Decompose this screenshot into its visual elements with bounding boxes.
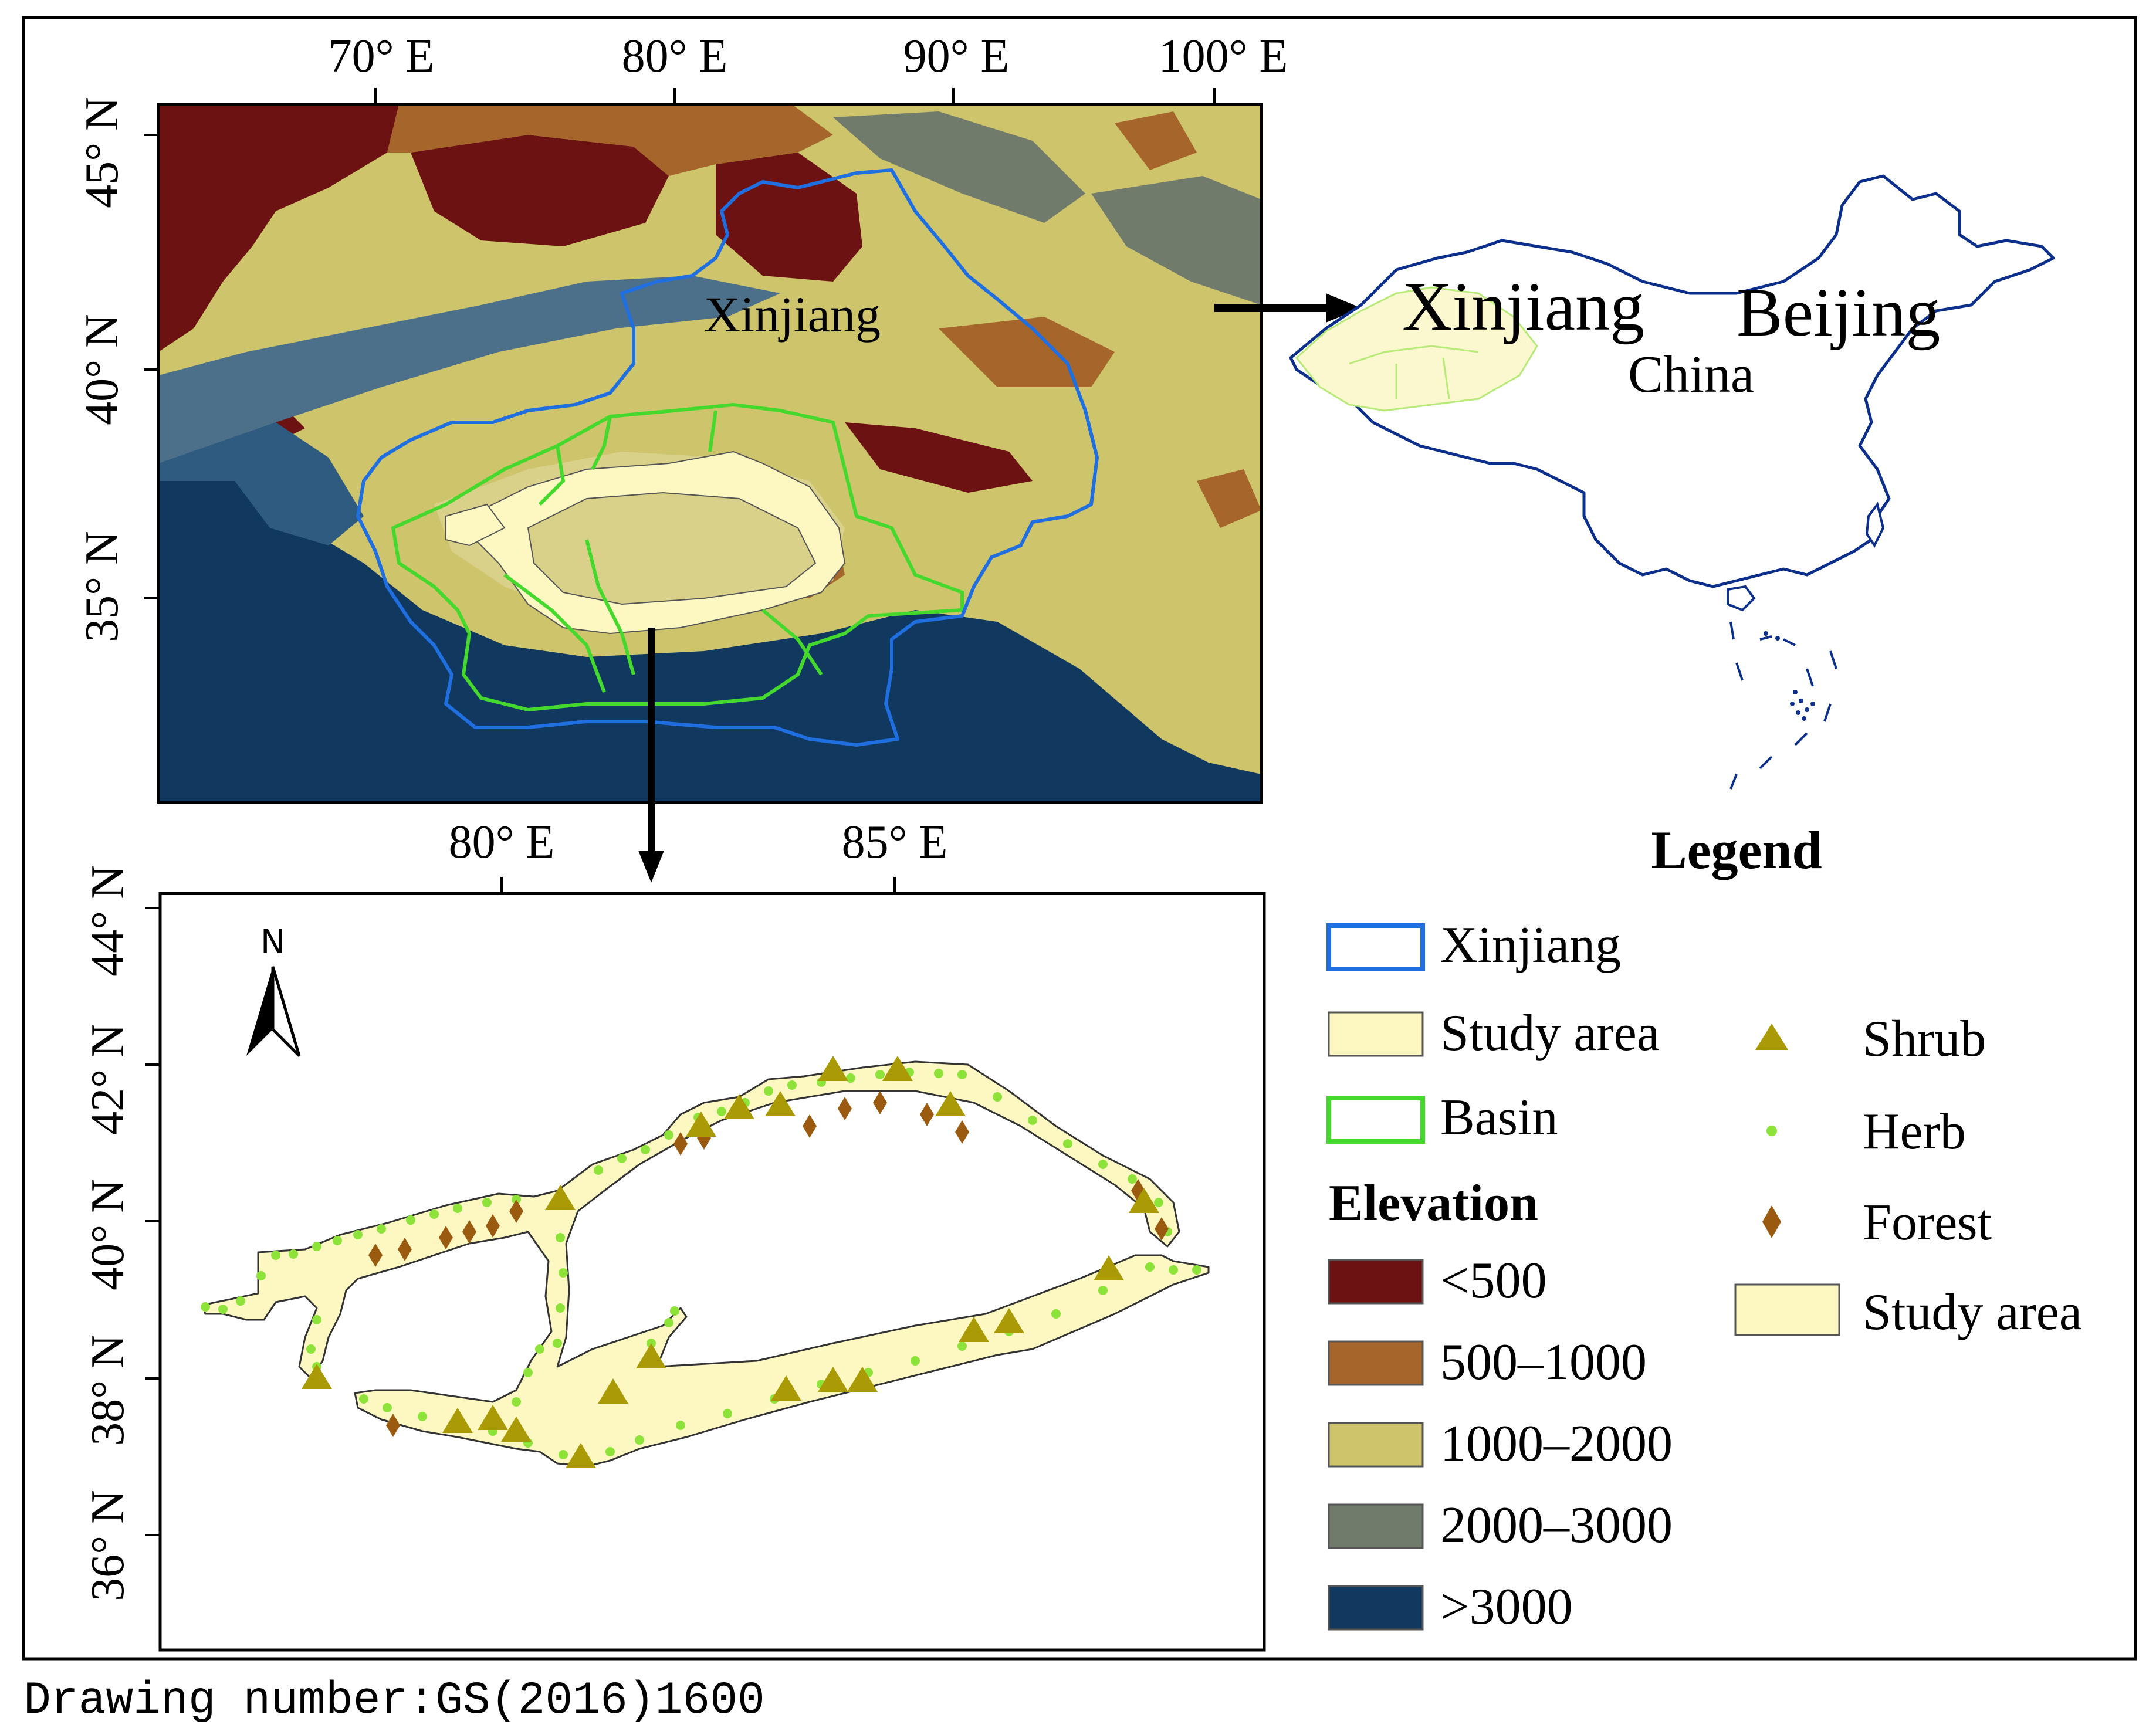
study-area-top-arm <box>445 503 506 547</box>
xinjiang-boundary-top <box>356 168 1099 747</box>
bottom-lat-label-44: 44° N <box>82 865 134 977</box>
top-lat-label-45: 45° N <box>76 97 128 208</box>
north-arrow-label: N <box>260 923 285 961</box>
legend-swatch-elev-4 <box>1328 1503 1424 1549</box>
herb-points <box>201 1068 1201 1459</box>
legend-label-elev-5: >3000 <box>1440 1578 1573 1635</box>
bottom-lon-ticks <box>500 877 896 893</box>
legend-symbol-shrub <box>1755 1024 1788 1050</box>
bottom-lon-label-85: 85° E <box>842 816 948 868</box>
china-taiwan <box>1865 502 1885 548</box>
elevation-high-mongol <box>1091 176 1261 305</box>
top-lon-label-100: 100° E <box>1159 31 1288 82</box>
north-arrow-right <box>271 966 301 1057</box>
legend-label-elev-3: 1000–2000 <box>1440 1415 1673 1472</box>
elevation-high-tibet <box>158 481 1261 802</box>
top-map-frame <box>157 103 1263 804</box>
bottom-lat-label-42: 42° N <box>82 1024 134 1135</box>
legend-swatch-xinjiang <box>1326 923 1425 971</box>
china-inset-map: Xinjiang Beijing China <box>1289 174 2055 790</box>
top-lon-ticks <box>374 88 1216 104</box>
legend-label-shrub: Shrub <box>1863 1011 1986 1068</box>
elevation-low-northwest <box>158 104 399 352</box>
arrow-to-study-map <box>638 628 664 883</box>
legend-label-herb: Herb <box>1863 1103 1966 1160</box>
top-lon-label-70: 70° E <box>329 31 435 82</box>
bottom-lat-label-40: 40° N <box>82 1179 134 1290</box>
legend-symbol-forest <box>1762 1205 1781 1238</box>
elevation-map <box>158 104 1261 802</box>
legend-label-forest: Forest <box>1863 1194 1992 1251</box>
inset-basin-lines <box>1349 345 1479 399</box>
top-lat-ticks <box>144 134 158 599</box>
drawing-number: Drawing number:GS(2016)1600 <box>23 1675 765 1727</box>
study-area-top <box>468 450 846 635</box>
elevation-mid-north <box>387 104 833 176</box>
inset-label-china: China <box>1628 345 1754 404</box>
legend-swatch-study-area <box>1328 1011 1424 1057</box>
legend-label-elev-1: <500 <box>1440 1252 1547 1309</box>
top-lat-label-35: 35° N <box>76 531 128 642</box>
legend-swatch-elev-2 <box>1328 1340 1424 1386</box>
bottom-lat-label-38: 38° N <box>82 1334 134 1446</box>
legend-label-elev-4: 2000–3000 <box>1440 1497 1673 1554</box>
legend-elevation-title: Elevation <box>1329 1175 1538 1232</box>
legend-title: Legend <box>1651 820 1822 880</box>
north-arrow-left <box>246 967 273 1056</box>
legend-label-xinjiang: Xinjiang <box>1440 917 1621 974</box>
elevation-mid-north2 <box>1115 111 1197 170</box>
legend-label-study-area-2: Study area <box>1863 1284 2082 1341</box>
figure-frame <box>22 16 2137 1661</box>
china-south-sea-dash <box>1729 621 1837 790</box>
north-arrow: N <box>246 923 301 1057</box>
top-lon-label-80: 80° E <box>622 31 728 82</box>
bottom-lat-ticks <box>145 907 160 1536</box>
bottom-lon-label-80: 80° E <box>449 816 555 868</box>
inset-xinjiang <box>1295 286 1538 412</box>
bottom-lat-label-36: 36° N <box>82 1490 134 1601</box>
elevation-low-north <box>411 135 669 246</box>
shrub-points <box>302 1056 1159 1468</box>
legend: Legend Xinjiang Study area Basin Elevati… <box>1326 820 2082 1635</box>
elevation-low-junggar <box>716 153 862 282</box>
legend-label-elev-2: 500–1000 <box>1440 1334 1647 1391</box>
elevation-low-turpan <box>845 422 1033 493</box>
legend-swatch-basin <box>1326 1096 1425 1144</box>
inset-label-beijing: Beijing <box>1737 274 1940 351</box>
legend-swatch-elev-3 <box>1328 1422 1424 1468</box>
study-area-polygon <box>201 1060 1210 1468</box>
china-south-sea-islands <box>1764 631 1815 721</box>
forest-points <box>368 1091 1169 1437</box>
arrow-to-inset <box>1214 293 1361 323</box>
top-map-region-label: Xinjiang <box>704 286 881 343</box>
legend-label-basin: Basin <box>1440 1089 1558 1146</box>
elevation-high-pamir <box>158 422 364 545</box>
inset-label-xinjiang: Xinjiang <box>1402 268 1644 345</box>
legend-label-study-area: Study area <box>1440 1005 1660 1062</box>
legend-swatch-elev-5 <box>1328 1585 1424 1631</box>
legend-swatch-elev-1 <box>1328 1259 1424 1305</box>
elevation-high-tianshan <box>158 276 780 463</box>
elevation-high-altai <box>833 111 1085 223</box>
elevation-mid-east2 <box>1197 469 1261 528</box>
basin-boundaries-top <box>391 403 964 711</box>
legend-symbol-herb <box>1766 1126 1777 1136</box>
china-outline <box>1289 174 2055 588</box>
china-hainan <box>1727 585 1756 612</box>
legend-swatch-study-area-2 <box>1734 1283 1840 1336</box>
top-lat-label-40: 40° N <box>76 314 128 425</box>
top-lon-label-90: 90° E <box>903 31 1010 82</box>
